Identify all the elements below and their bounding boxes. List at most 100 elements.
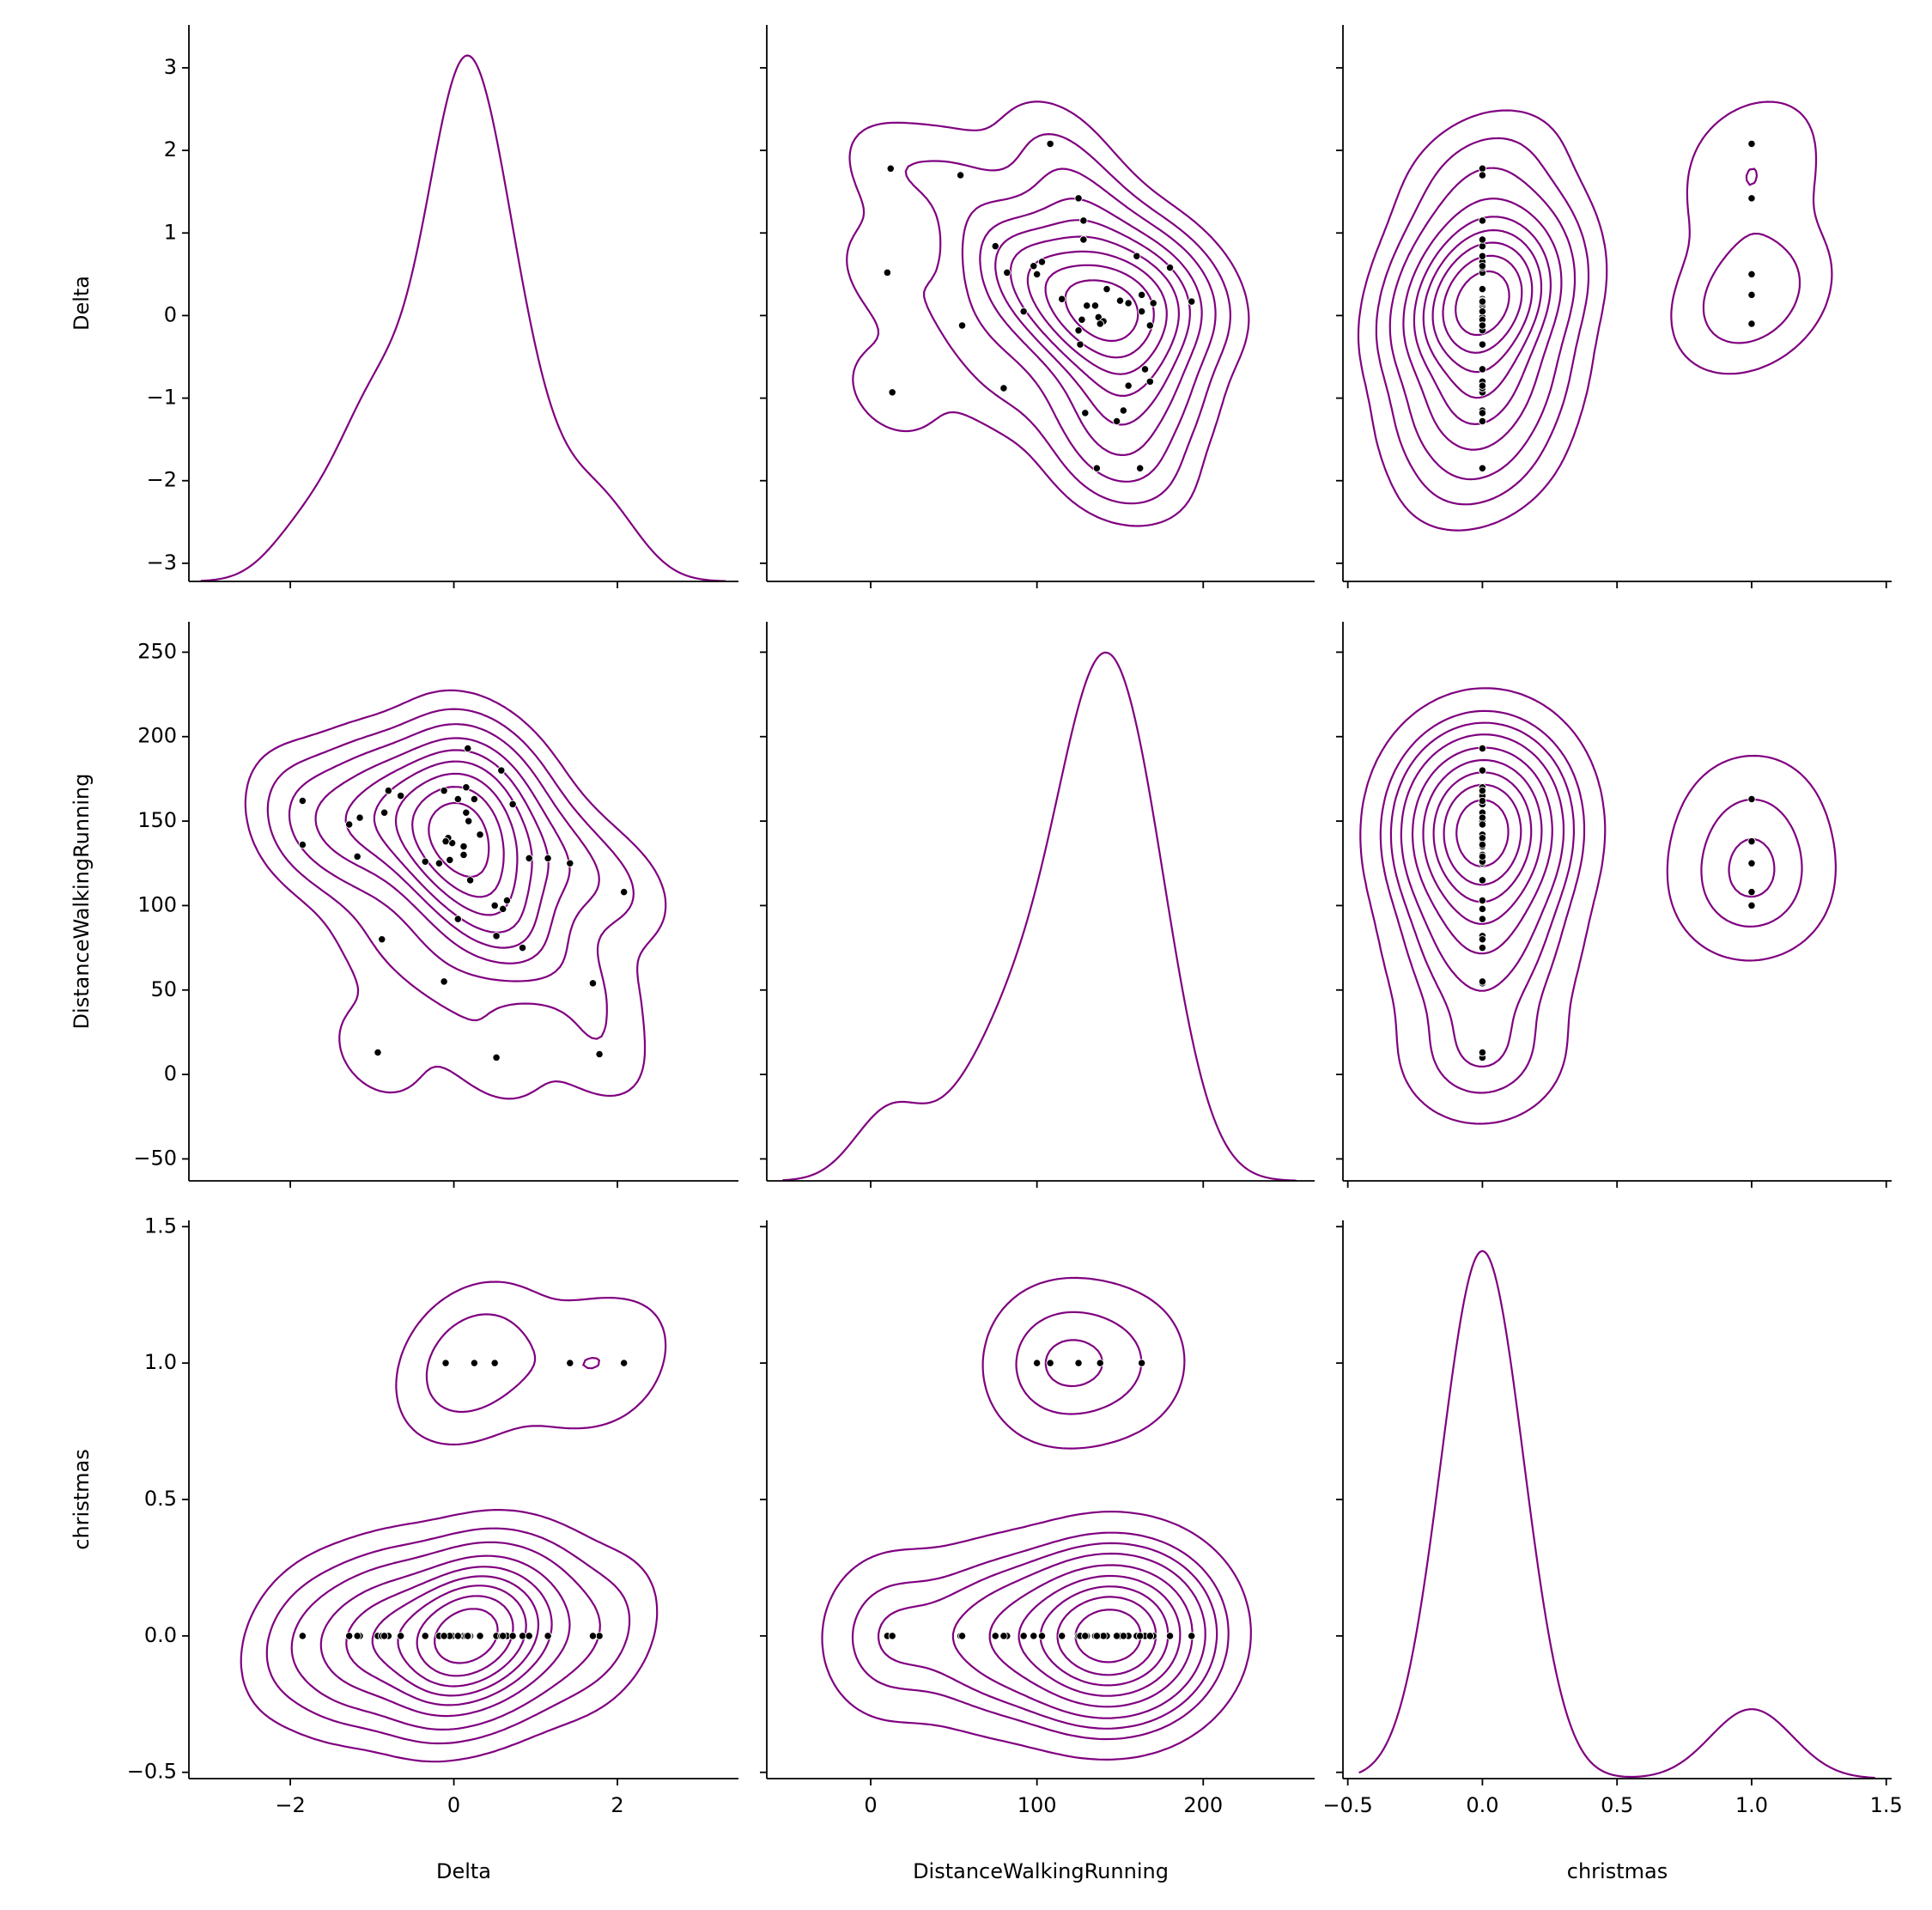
scatter-point	[1112, 417, 1121, 426]
scatter-point	[886, 164, 895, 173]
scatter-point	[1137, 307, 1146, 316]
scatter-point	[476, 1632, 484, 1640]
scatter-point	[434, 859, 444, 867]
scatter-point	[525, 1632, 533, 1640]
scatter-point	[453, 915, 462, 923]
scatter-point	[453, 794, 462, 804]
scatter-point	[1478, 904, 1487, 914]
y-tick-label: 1.0	[144, 1350, 177, 1374]
scatter-point	[1747, 901, 1756, 910]
scatter-point	[525, 854, 533, 862]
scatter-point	[1478, 321, 1487, 330]
kde-contour	[1379, 709, 1803, 1094]
y-tick-label: 2	[164, 137, 177, 161]
scatter-point	[1124, 381, 1133, 390]
kde-contour	[265, 1313, 631, 1745]
scatter-point	[544, 1632, 552, 1640]
scatter-point	[1149, 299, 1157, 307]
scatter-point	[459, 850, 468, 860]
scatter-point	[1478, 464, 1487, 472]
x-tick-label: 0	[864, 1793, 877, 1817]
scatter-point	[345, 1632, 354, 1640]
scatter-point	[1119, 406, 1127, 415]
scatter-point	[397, 1632, 405, 1640]
scatter-point	[999, 1632, 1008, 1640]
scatter-point	[1478, 1048, 1487, 1057]
y-tick-label: −0.5	[127, 1760, 177, 1784]
kde-contour	[1009, 235, 1180, 397]
scatter-point	[957, 1632, 967, 1640]
scatter-point	[1478, 171, 1487, 179]
kde-contour	[1389, 721, 1776, 1068]
scatter-point	[566, 859, 574, 867]
scatter-point	[883, 268, 892, 277]
scatter-point	[1478, 840, 1487, 849]
scatter-point	[1058, 1632, 1066, 1640]
scatter-point	[465, 817, 473, 825]
kde-contour	[288, 723, 600, 982]
scatter-point	[465, 876, 475, 885]
scatter-point	[499, 1632, 507, 1640]
scatter-point	[1079, 216, 1088, 225]
scatter-point	[1112, 1632, 1121, 1640]
x-tick-label: 0	[447, 1793, 460, 1817]
y-tick-label: −1	[147, 386, 177, 410]
scatter-point	[1478, 813, 1487, 822]
kde-contour	[988, 1564, 1194, 1708]
kde-contour	[1400, 733, 1565, 992]
scatter-point	[1747, 194, 1756, 203]
x-axis-label: christmas	[1567, 1859, 1668, 1883]
x-tick-label: 0.5	[1601, 1793, 1633, 1817]
kde-contour	[1455, 270, 1510, 337]
scatter-point	[1188, 1632, 1196, 1640]
kde-contour	[1039, 1585, 1170, 1687]
scatter-point	[476, 830, 484, 839]
scatter-point	[1478, 744, 1487, 753]
scatter-point	[588, 979, 598, 988]
kde-contour	[434, 1608, 499, 1664]
scatter-point	[518, 1632, 527, 1640]
x-tick-label: 1.0	[1735, 1793, 1768, 1817]
scatter-point	[620, 888, 629, 897]
scatter-point	[1478, 242, 1487, 251]
scatter-point	[508, 1632, 517, 1640]
y-tick-label: 0	[164, 302, 177, 326]
scatter-point	[1074, 326, 1083, 335]
scatter-point	[508, 800, 517, 809]
x-axis-label: Delta	[436, 1859, 491, 1883]
scatter-point	[459, 842, 468, 851]
scatter-point	[378, 935, 386, 944]
scatter-point	[1145, 321, 1154, 330]
scatter-point	[1747, 859, 1756, 867]
scatter-point	[298, 796, 307, 806]
kde-contour	[416, 1595, 514, 1677]
scatter-point	[1478, 977, 1487, 986]
scatter-point	[462, 783, 471, 792]
scatter-point	[1145, 377, 1154, 386]
scatter-point	[1478, 262, 1487, 271]
kde-contour	[979, 198, 1203, 456]
scatter-point	[353, 1632, 361, 1640]
scatter-point	[1096, 1359, 1104, 1367]
kde-curve	[200, 54, 726, 581]
scatter-point	[1478, 876, 1487, 885]
kde-contour	[1432, 771, 1533, 903]
scatter-point	[1032, 270, 1042, 279]
scatter-point	[518, 943, 527, 952]
x-tick-label: 1.5	[1870, 1793, 1903, 1817]
scatter-point	[1478, 766, 1487, 775]
scatter-point	[1091, 301, 1100, 310]
scatter-point	[397, 791, 405, 800]
scatter-point	[384, 787, 393, 795]
scatter-point	[1478, 297, 1487, 306]
scatter-point	[1079, 235, 1088, 244]
kde-contour	[266, 708, 635, 1040]
scatter-point	[1136, 464, 1145, 472]
y-tick-label: 150	[137, 808, 177, 832]
scatter-point	[991, 242, 999, 251]
scatter-point	[490, 1359, 499, 1367]
scatter-point	[620, 1359, 629, 1367]
kde-contour	[994, 219, 1191, 426]
kde-contour	[846, 100, 1250, 527]
scatter-point	[492, 932, 501, 940]
